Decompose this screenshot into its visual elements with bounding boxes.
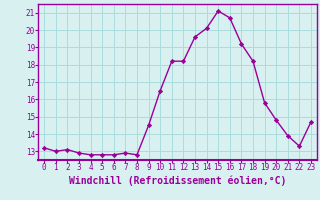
X-axis label: Windchill (Refroidissement éolien,°C): Windchill (Refroidissement éolien,°C) [69, 175, 286, 186]
